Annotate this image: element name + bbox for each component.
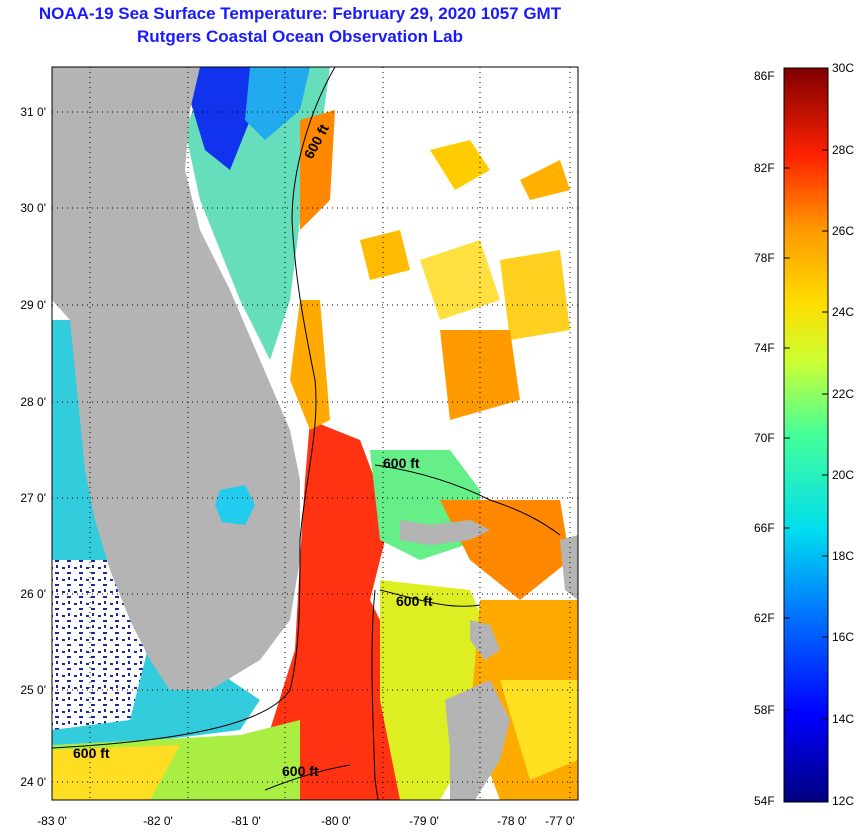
- colorbar-label-f: 78F: [754, 251, 775, 265]
- contour-600ft: [379, 589, 481, 607]
- warm-patch: [420, 240, 500, 320]
- lon-tick-label: -79 0': [409, 814, 439, 828]
- warm-patch: [500, 680, 578, 780]
- warm-patch: [440, 330, 520, 420]
- colorbar-label-f: 54F: [754, 794, 775, 808]
- contour-600ft: [374, 464, 561, 536]
- cool-water: [245, 67, 310, 140]
- andros-island: [445, 680, 510, 800]
- colorbar-label-c: 28C: [832, 143, 855, 157]
- colorbar-label-f: 62F: [754, 611, 775, 625]
- longitude-axis: -83 0' -82 0' -81 0' -80 0' -79 0' -78 0…: [37, 814, 575, 828]
- contour-600ft: [371, 589, 379, 800]
- colorbar-label-c: 20C: [832, 468, 855, 482]
- colorbar-label-c: 22C: [832, 387, 855, 401]
- bahama-island: [470, 620, 500, 660]
- colorbar-label-f: 66F: [754, 521, 775, 535]
- colorbar-label-c: 14C: [832, 712, 855, 726]
- colorbar-label-f: 74F: [754, 341, 775, 355]
- colorbar-label-c: 16C: [832, 630, 855, 644]
- warm-patch: [500, 250, 570, 340]
- lat-tick-label: 30 0': [20, 201, 46, 215]
- lat-tick-label: 31 0': [20, 105, 46, 119]
- lon-tick-label: -82 0': [143, 814, 173, 828]
- lat-tick-label: 24 0': [20, 775, 46, 789]
- colorbar-label-c: 30C: [832, 61, 855, 75]
- contour-600ft: [264, 764, 351, 791]
- graticule: [52, 67, 578, 800]
- grand-bahama: [400, 520, 490, 545]
- land: [20, 67, 52, 300]
- lat-tick-label: 26 0': [20, 587, 46, 601]
- colorbar-label-f: 82F: [754, 161, 775, 175]
- latitude-axis: 31 0' 30 0' 29 0' 28 0' 27 0' 26 0' 25 0…: [20, 105, 46, 789]
- contour-label: 600 ft: [282, 763, 319, 779]
- lat-tick-label: 27 0': [20, 491, 46, 505]
- map-title: NOAA-19 Sea Surface Temperature: Februar…: [38, 4, 562, 23]
- colorbar-label-c: 18C: [832, 549, 855, 563]
- colorbar-label-f: 58F: [754, 703, 775, 717]
- contour-label: 600 ft: [73, 745, 110, 761]
- map-subtitle: Rutgers Coastal Ocean Observation Lab: [137, 27, 463, 46]
- warm-patch: [360, 230, 410, 280]
- sst-imagery: [20, 67, 578, 800]
- warm-patch: [52, 745, 180, 800]
- colorbar-label-c: 26C: [832, 224, 855, 238]
- colorbar-ticks: [784, 149, 828, 720]
- lon-tick-label: -78 0': [497, 814, 527, 828]
- colorbar-label-c: 24C: [832, 305, 855, 319]
- lon-tick-label: -80 0': [321, 814, 351, 828]
- lon-tick-label: -83 0': [37, 814, 67, 828]
- contour-label: 600 ft: [396, 593, 433, 609]
- lon-tick-label: -77 0': [545, 814, 575, 828]
- colorbar-label-f: 70F: [754, 431, 775, 445]
- lon-tick-label: -81 0': [231, 814, 261, 828]
- warm-patch: [430, 140, 490, 190]
- florida-land: [52, 67, 300, 690]
- warm-patch: [290, 300, 330, 430]
- colorbar-label-c: 12C: [832, 794, 855, 808]
- contour-label: 600 ft: [383, 455, 420, 471]
- colorbar: [783, 67, 829, 803]
- lat-tick-label: 29 0': [20, 298, 46, 312]
- lake-okeechobee: [215, 485, 255, 525]
- lat-tick-label: 25 0': [20, 683, 46, 697]
- colorbar-label-f: 86F: [754, 69, 775, 83]
- cold-water: [190, 67, 260, 170]
- lat-tick-label: 28 0': [20, 395, 46, 409]
- map-frame: [51, 66, 579, 801]
- eleuthera-island: [560, 535, 578, 600]
- warm-patch: [520, 160, 570, 200]
- warm-patch: [300, 110, 335, 230]
- contour-600ft: [52, 67, 336, 749]
